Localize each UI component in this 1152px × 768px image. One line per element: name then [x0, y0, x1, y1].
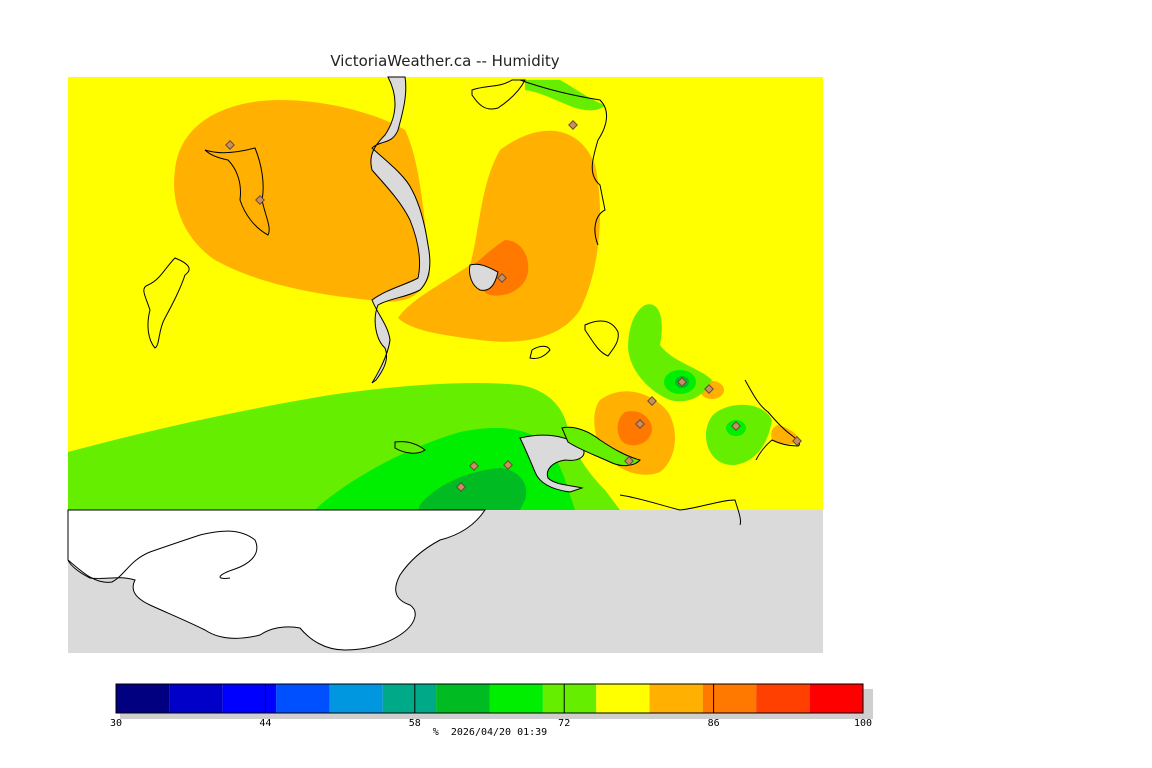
orange-zone: [398, 130, 600, 342]
legend-bin: [276, 684, 330, 713]
legend-bin: [116, 684, 170, 713]
dark-orange-zone: [617, 411, 652, 446]
orange-zone: [771, 425, 800, 445]
station-marker: [635, 419, 645, 429]
station-marker: [568, 120, 578, 130]
coastline: [67, 530, 258, 583]
legend-bin: [809, 684, 863, 713]
contour-layer: [68, 77, 823, 510]
legend-tick-label: 72: [558, 718, 570, 729]
station-marker: [792, 436, 802, 446]
station-markers: [225, 120, 802, 492]
legend-colorbar: [115, 683, 864, 714]
legend-tick-label: 44: [259, 718, 271, 729]
legend-bin: [169, 684, 223, 713]
legend-timestamp: 2026/04/20 01:39: [450, 727, 548, 738]
station-marker: [677, 377, 687, 387]
legend-bin: [329, 684, 383, 713]
station-marker: [624, 456, 634, 466]
legend-unit: %: [432, 727, 439, 738]
station-marker: [497, 273, 507, 283]
legend-footer: % 2026/04/20 01:39: [0, 727, 980, 738]
coastlines: [143, 76, 801, 526]
station-marker: [647, 396, 657, 406]
dark-green-zone: [418, 468, 527, 510]
legend-tick-label: 30: [110, 718, 122, 729]
legend-bin: [489, 684, 543, 713]
map-title: VictoriaWeather.ca -- Humidity: [330, 52, 560, 70]
station-marker: [503, 460, 513, 470]
legend-tick-label: 58: [409, 718, 421, 729]
legend-tick-label: 86: [708, 718, 720, 729]
station-marker: [731, 421, 741, 431]
station-marker: [255, 195, 265, 205]
station-marker: [469, 461, 479, 471]
legend-bin: [596, 684, 650, 713]
legend-bin: [702, 684, 757, 713]
station-marker: [704, 384, 714, 394]
station-marker: [456, 482, 466, 492]
legend-bin: [436, 684, 490, 713]
legend-bin: [756, 684, 810, 713]
legend-tick-label: 100: [854, 718, 872, 729]
orange-zone: [174, 100, 430, 302]
land-outside-grid: [67, 509, 486, 651]
legend-bin: [542, 684, 597, 713]
legend-bin: [222, 684, 277, 713]
legend-ticks: 30 44 58 72 86 100: [110, 684, 872, 729]
legend-bin: [382, 684, 437, 713]
legend-bin: [649, 684, 703, 713]
station-marker: [225, 140, 235, 150]
